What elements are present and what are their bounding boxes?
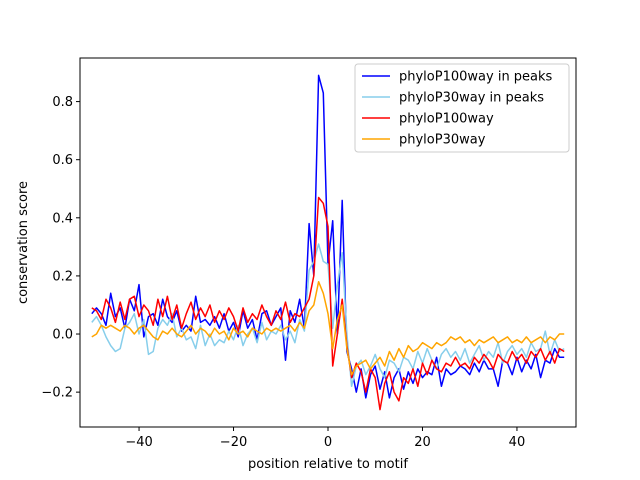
y-tick-label: 0.8 — [52, 95, 73, 110]
legend-box — [354, 63, 570, 153]
x-tick-label: 0 — [324, 435, 332, 450]
legend-label: phyloP100way in peaks — [399, 70, 553, 85]
series-line-3 — [91, 280, 565, 376]
x-tick-label: −40 — [125, 435, 152, 450]
series-layer — [91, 74, 565, 411]
y-axis: −0.2 0.0 0.2 0.4 0.6 0.8 — [41, 95, 80, 401]
x-tick-label: −20 — [220, 435, 247, 450]
x-tick-label: 20 — [414, 435, 431, 450]
legend: phyloP100way in peaks phyloP30way in peak… — [354, 63, 570, 153]
series-line-2 — [91, 196, 565, 411]
legend-label: phyloP30way — [399, 133, 486, 148]
x-axis-label: position relative to motif — [248, 457, 408, 472]
legend-label: phyloP30way in peaks — [399, 91, 544, 106]
x-tick-label: 40 — [509, 435, 526, 450]
x-axis: −40 −20 0 20 40 — [125, 427, 525, 450]
y-tick-label: 0.6 — [52, 153, 73, 168]
y-tick-label: 0.4 — [52, 211, 73, 226]
legend-label: phyloP100way — [399, 112, 494, 127]
y-axis-label: conservation score — [16, 181, 31, 304]
y-tick-label: −0.2 — [41, 386, 73, 401]
y-tick-label: 0.2 — [52, 269, 73, 284]
y-tick-label: 0.0 — [52, 328, 73, 343]
